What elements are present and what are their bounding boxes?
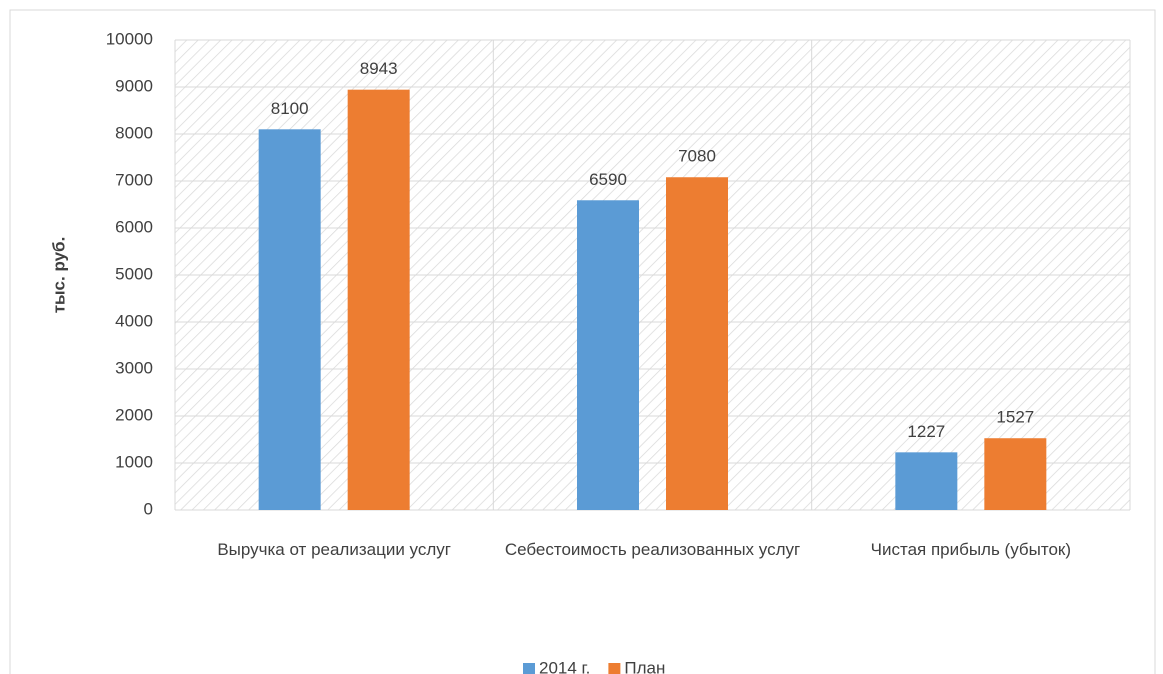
- y-tick-label: 4000: [115, 311, 153, 330]
- chart-border: [9, 9, 1156, 674]
- bar: [347, 89, 410, 510]
- y-tick-label: 3000: [115, 358, 153, 377]
- bar: [984, 438, 1047, 510]
- data-label: 8100: [271, 99, 309, 118]
- data-label: 7080: [678, 147, 716, 166]
- x-tick-label: Себестоимость реализованных услуг: [504, 540, 801, 559]
- bar: [895, 452, 958, 510]
- data-label: 6590: [589, 170, 627, 189]
- data-label: 1227: [907, 422, 945, 441]
- y-tick-label: 7000: [115, 170, 153, 189]
- y-axis-label: тыс. руб.: [49, 237, 68, 314]
- data-label: 1527: [996, 408, 1034, 427]
- y-tick-label: 10000: [106, 29, 153, 48]
- y-tick-label: 6000: [115, 217, 153, 236]
- x-tick-label: Чистая прибыль (убыток): [870, 540, 1072, 559]
- y-tick-label: 2000: [115, 405, 153, 424]
- data-label: 8943: [360, 59, 398, 78]
- legend-swatch: [523, 663, 535, 674]
- y-tick-label: 8000: [115, 123, 153, 142]
- y-tick-label: 5000: [115, 264, 153, 283]
- legend-swatch: [608, 663, 621, 674]
- bar: [577, 200, 639, 510]
- legend-label: План: [624, 658, 665, 674]
- x-tick-label: Выручка от реализации услуг: [217, 540, 451, 559]
- y-tick-label: 0: [144, 499, 153, 518]
- legend-label: 2014 г.: [539, 658, 590, 674]
- bar: [666, 177, 728, 511]
- y-tick-label: 1000: [115, 452, 153, 471]
- bar: [258, 129, 321, 511]
- y-tick-label: 9000: [115, 76, 153, 95]
